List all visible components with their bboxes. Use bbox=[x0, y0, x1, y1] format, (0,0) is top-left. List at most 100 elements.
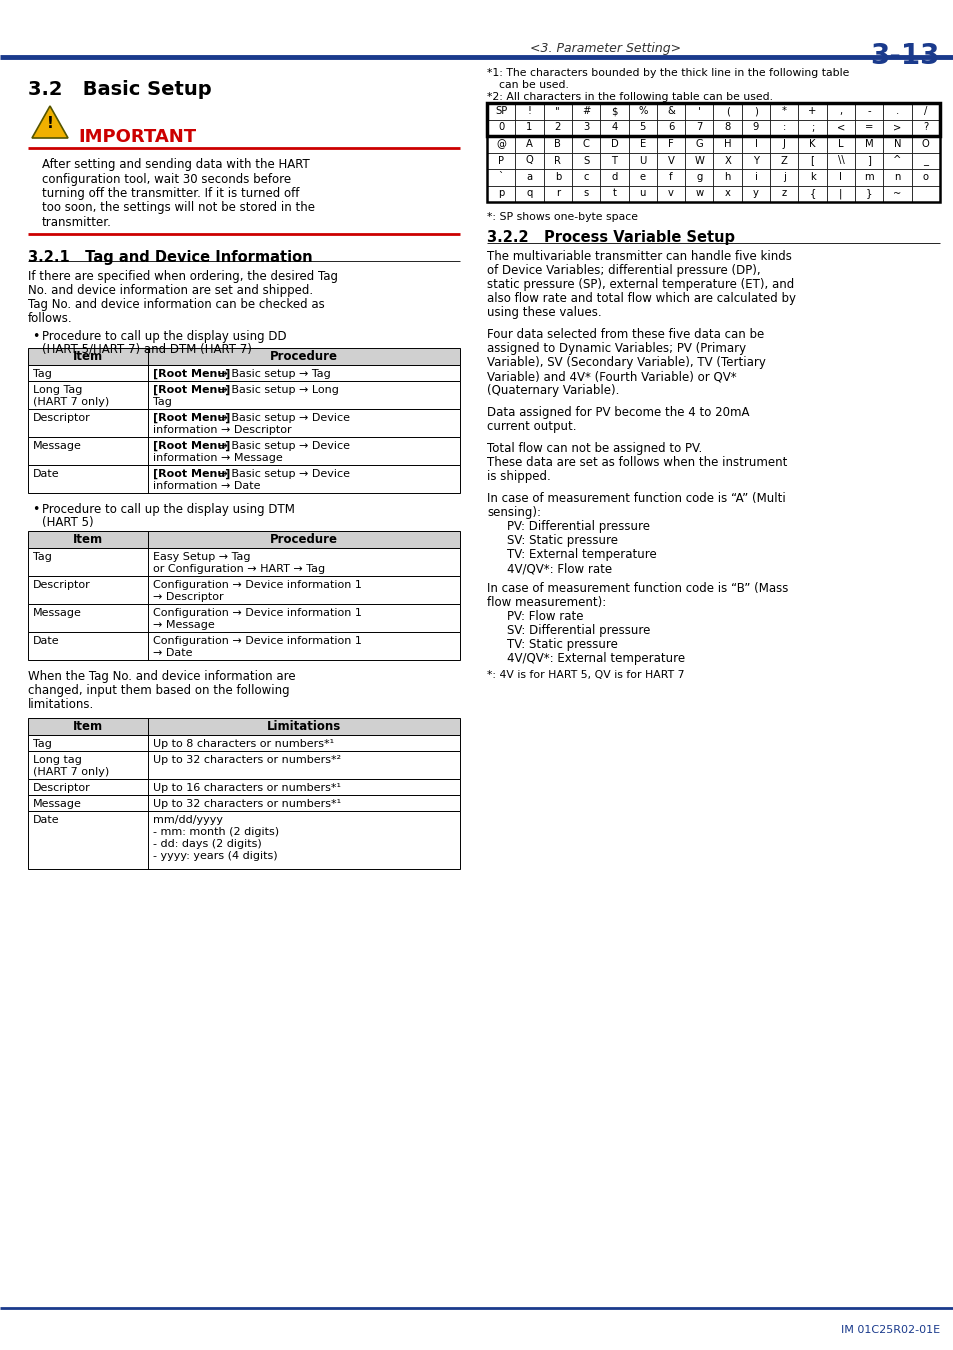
Text: (Quaternary Variable).: (Quaternary Variable). bbox=[486, 383, 618, 397]
Text: TV: External temperature: TV: External temperature bbox=[506, 548, 656, 562]
Bar bbox=[486, 136, 515, 153]
Text: i: i bbox=[754, 171, 757, 182]
Text: L: L bbox=[838, 139, 842, 148]
Text: F: F bbox=[667, 139, 673, 148]
Text: If there are specified when ordering, the desired Tag: If there are specified when ordering, th… bbox=[28, 270, 337, 284]
Bar bbox=[599, 120, 628, 136]
Bar bbox=[684, 169, 713, 185]
Bar bbox=[543, 120, 572, 136]
Bar bbox=[882, 120, 911, 136]
Text: :: : bbox=[781, 123, 785, 132]
Bar bbox=[599, 169, 628, 185]
Text: Configuration → Device information 1: Configuration → Device information 1 bbox=[152, 580, 361, 590]
Bar bbox=[28, 348, 459, 364]
Text: 0: 0 bbox=[497, 123, 504, 132]
Bar bbox=[28, 734, 459, 751]
Bar bbox=[684, 153, 713, 169]
Text: *: SP shows one-byte space: *: SP shows one-byte space bbox=[486, 212, 638, 221]
Text: [Root Menu]: [Root Menu] bbox=[152, 441, 230, 451]
Bar bbox=[798, 120, 826, 136]
Text: using these values.: using these values. bbox=[486, 306, 601, 319]
Text: {: { bbox=[808, 189, 815, 198]
Bar bbox=[28, 795, 459, 811]
Text: 3.2.2   Process Variable Setup: 3.2.2 Process Variable Setup bbox=[486, 230, 734, 244]
Text: Item: Item bbox=[72, 720, 103, 733]
Bar bbox=[882, 169, 911, 185]
Text: - yyyy: years (4 digits): - yyyy: years (4 digits) bbox=[152, 850, 277, 861]
Text: → Basic setup → Long: → Basic setup → Long bbox=[214, 385, 338, 396]
Text: Long tag: Long tag bbox=[33, 755, 82, 765]
Text: `: ` bbox=[498, 171, 503, 182]
Text: J: J bbox=[782, 139, 785, 148]
Bar bbox=[741, 185, 769, 202]
Text: p: p bbox=[497, 189, 504, 198]
Text: (HART 7 only): (HART 7 only) bbox=[33, 767, 110, 778]
Bar bbox=[543, 153, 572, 169]
Bar bbox=[628, 103, 657, 120]
Text: e: e bbox=[639, 171, 645, 182]
Text: mm/dd/yyyy: mm/dd/yyyy bbox=[152, 815, 223, 825]
Text: 6: 6 bbox=[667, 123, 674, 132]
Text: 4V/QV*: Flow rate: 4V/QV*: Flow rate bbox=[506, 562, 612, 575]
Text: c: c bbox=[582, 171, 588, 182]
Text: 5: 5 bbox=[639, 123, 645, 132]
Bar bbox=[28, 381, 459, 409]
Text: 1: 1 bbox=[526, 123, 532, 132]
Text: ": " bbox=[555, 107, 559, 116]
Text: *1: The characters bounded by the thick line in the following table: *1: The characters bounded by the thick … bbox=[486, 68, 848, 78]
Text: Procedure to call up the display using DTM: Procedure to call up the display using D… bbox=[42, 504, 294, 516]
Text: t: t bbox=[612, 189, 616, 198]
Bar bbox=[486, 103, 515, 120]
Text: •: • bbox=[32, 504, 39, 516]
Text: v: v bbox=[667, 189, 673, 198]
Text: SP: SP bbox=[495, 107, 507, 116]
Bar bbox=[657, 136, 684, 153]
Bar bbox=[911, 136, 939, 153]
Bar bbox=[854, 185, 882, 202]
Bar bbox=[657, 103, 684, 120]
Text: H: H bbox=[723, 139, 731, 148]
Text: Configuration → Device information 1: Configuration → Device information 1 bbox=[152, 636, 361, 647]
Bar bbox=[882, 136, 911, 153]
Bar bbox=[769, 169, 798, 185]
Bar bbox=[515, 169, 543, 185]
Text: or Configuration → HART → Tag: or Configuration → HART → Tag bbox=[152, 564, 325, 574]
Text: Up to 16 characters or numbers*¹: Up to 16 characters or numbers*¹ bbox=[152, 783, 340, 792]
Text: P: P bbox=[497, 155, 503, 166]
Text: [Root Menu]: [Root Menu] bbox=[152, 413, 230, 424]
Bar bbox=[798, 103, 826, 120]
Text: •: • bbox=[32, 329, 39, 343]
Text: Item: Item bbox=[72, 533, 103, 545]
Bar bbox=[798, 169, 826, 185]
Bar bbox=[599, 136, 628, 153]
Bar bbox=[657, 185, 684, 202]
Text: Tag: Tag bbox=[33, 552, 51, 562]
Bar bbox=[28, 437, 459, 464]
Bar bbox=[684, 136, 713, 153]
Text: Tag: Tag bbox=[33, 738, 51, 749]
Polygon shape bbox=[32, 107, 68, 138]
Text: transmitter.: transmitter. bbox=[42, 216, 112, 230]
Text: Message: Message bbox=[33, 441, 82, 451]
Bar bbox=[599, 185, 628, 202]
Text: In case of measurement function code is “A” (Multi: In case of measurement function code is … bbox=[486, 491, 785, 505]
Text: *: 4V is for HART 5, QV is for HART 7: *: 4V is for HART 5, QV is for HART 7 bbox=[486, 670, 684, 680]
Bar bbox=[28, 603, 459, 632]
Text: current output.: current output. bbox=[486, 420, 576, 433]
Text: u: u bbox=[639, 189, 645, 198]
Text: IMPORTANT: IMPORTANT bbox=[78, 128, 196, 146]
Text: ^: ^ bbox=[892, 155, 901, 166]
Text: 4V/QV*: External temperature: 4V/QV*: External temperature bbox=[506, 652, 684, 666]
Bar bbox=[628, 153, 657, 169]
Text: O: O bbox=[921, 139, 929, 148]
Text: of Device Variables; differential pressure (DP),: of Device Variables; differential pressu… bbox=[486, 265, 760, 277]
Text: Up to 8 characters or numbers*¹: Up to 8 characters or numbers*¹ bbox=[152, 738, 334, 749]
Text: Descriptor: Descriptor bbox=[33, 783, 91, 792]
Text: 3.2.1   Tag and Device Information: 3.2.1 Tag and Device Information bbox=[28, 250, 313, 265]
Text: A: A bbox=[525, 139, 533, 148]
Bar bbox=[628, 169, 657, 185]
Text: → Basic setup → Device: → Basic setup → Device bbox=[214, 441, 350, 451]
Text: Q: Q bbox=[525, 155, 533, 166]
Text: After setting and sending data with the HART: After setting and sending data with the … bbox=[42, 158, 310, 171]
Bar bbox=[515, 153, 543, 169]
